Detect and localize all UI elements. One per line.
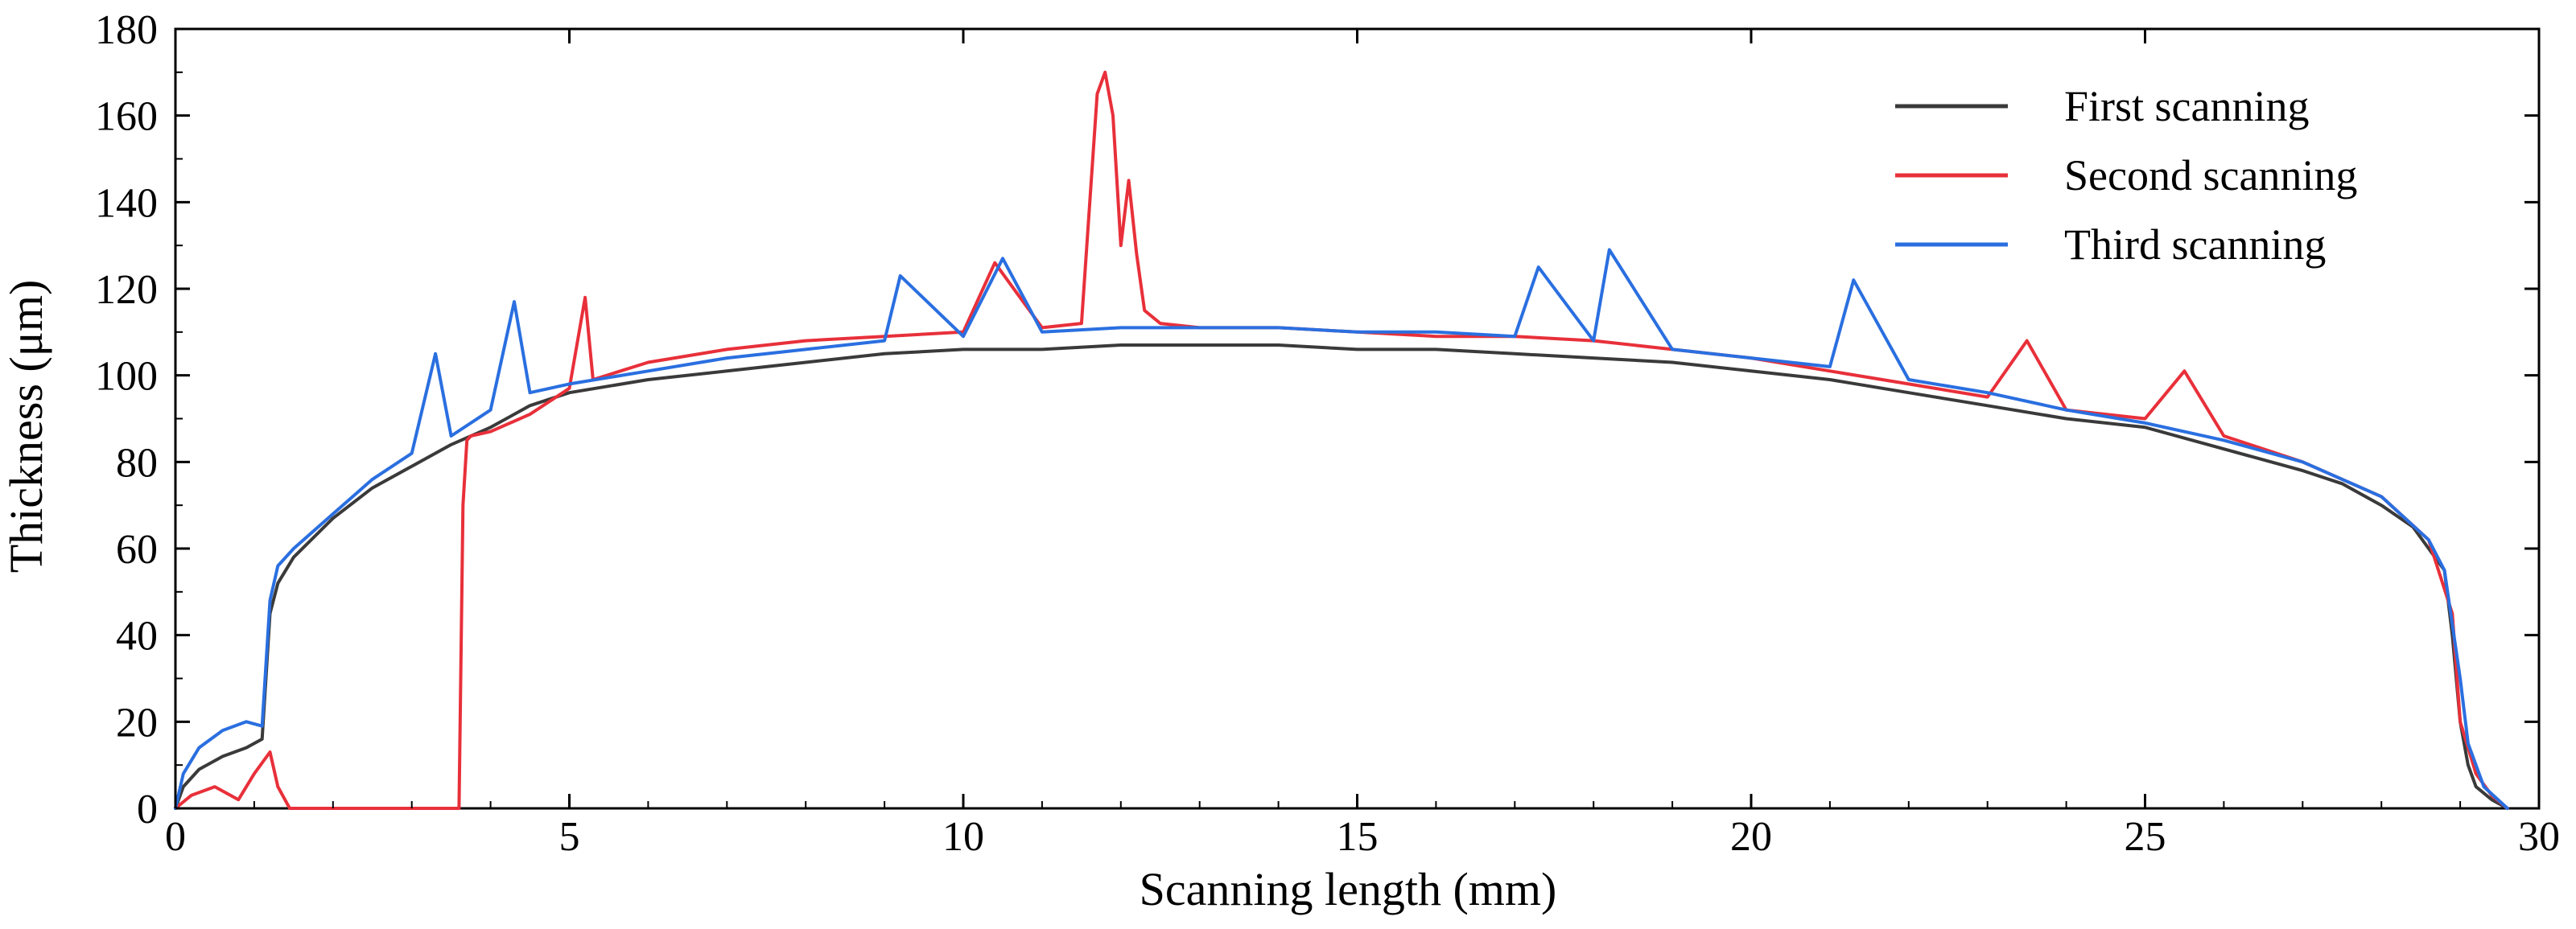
x-tick-label: 5: [559, 814, 580, 860]
x-tick-label: 15: [1337, 814, 1379, 860]
legend-label: Third scanning: [2064, 220, 2326, 269]
y-axis-label: Thickness (μm): [0, 280, 52, 573]
x-tick-label: 30: [2518, 814, 2560, 860]
y-tick-label: 20: [116, 700, 158, 746]
x-axis-label: Scanning length (mm): [1140, 863, 1557, 915]
y-tick-label: 80: [116, 440, 158, 486]
x-tick-label: 20: [1730, 814, 1772, 860]
y-tick-label: 120: [95, 267, 158, 313]
series-line-3: [174, 248, 2509, 810]
y-tick-label: 160: [95, 94, 158, 140]
y-tick-label: 60: [116, 527, 158, 573]
y-tick-label: 0: [137, 787, 158, 832]
x-tick-label: 10: [942, 814, 984, 860]
x-tick-label: 25: [2125, 814, 2166, 860]
y-tick-label: 100: [95, 354, 158, 400]
series-line-1: [174, 343, 2509, 810]
legend-label: First scanning: [2064, 82, 2310, 130]
y-tick-label: 40: [116, 614, 158, 660]
plot-area-frame: [174, 27, 2541, 810]
legend-label: Second scanning: [2064, 151, 2357, 199]
y-tick-label: 180: [95, 7, 158, 53]
series-line-2: [174, 70, 2509, 810]
y-tick-label: 140: [95, 180, 158, 226]
x-tick-label: 0: [165, 814, 186, 860]
